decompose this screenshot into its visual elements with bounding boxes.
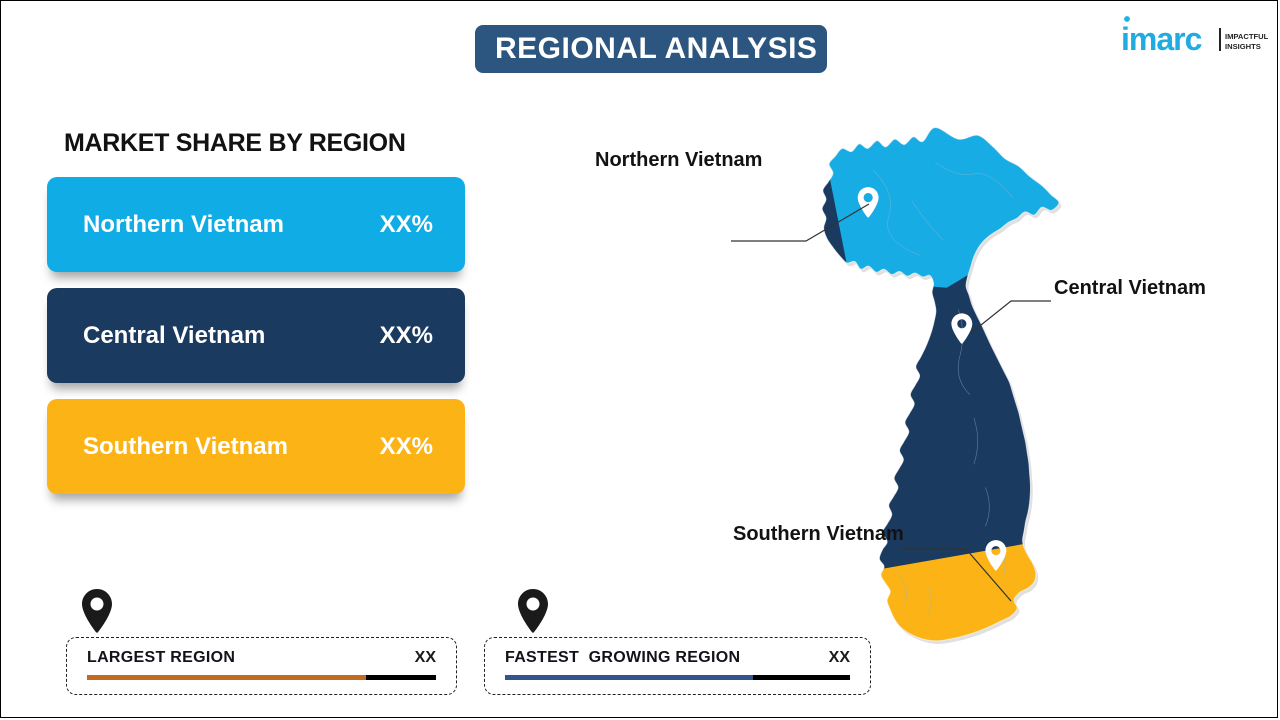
svg-text:INSIGHTS: INSIGHTS — [1225, 42, 1261, 51]
svg-text:IMPACTFUL: IMPACTFUL — [1225, 32, 1269, 41]
svg-text:imarc: imarc — [1121, 21, 1202, 57]
